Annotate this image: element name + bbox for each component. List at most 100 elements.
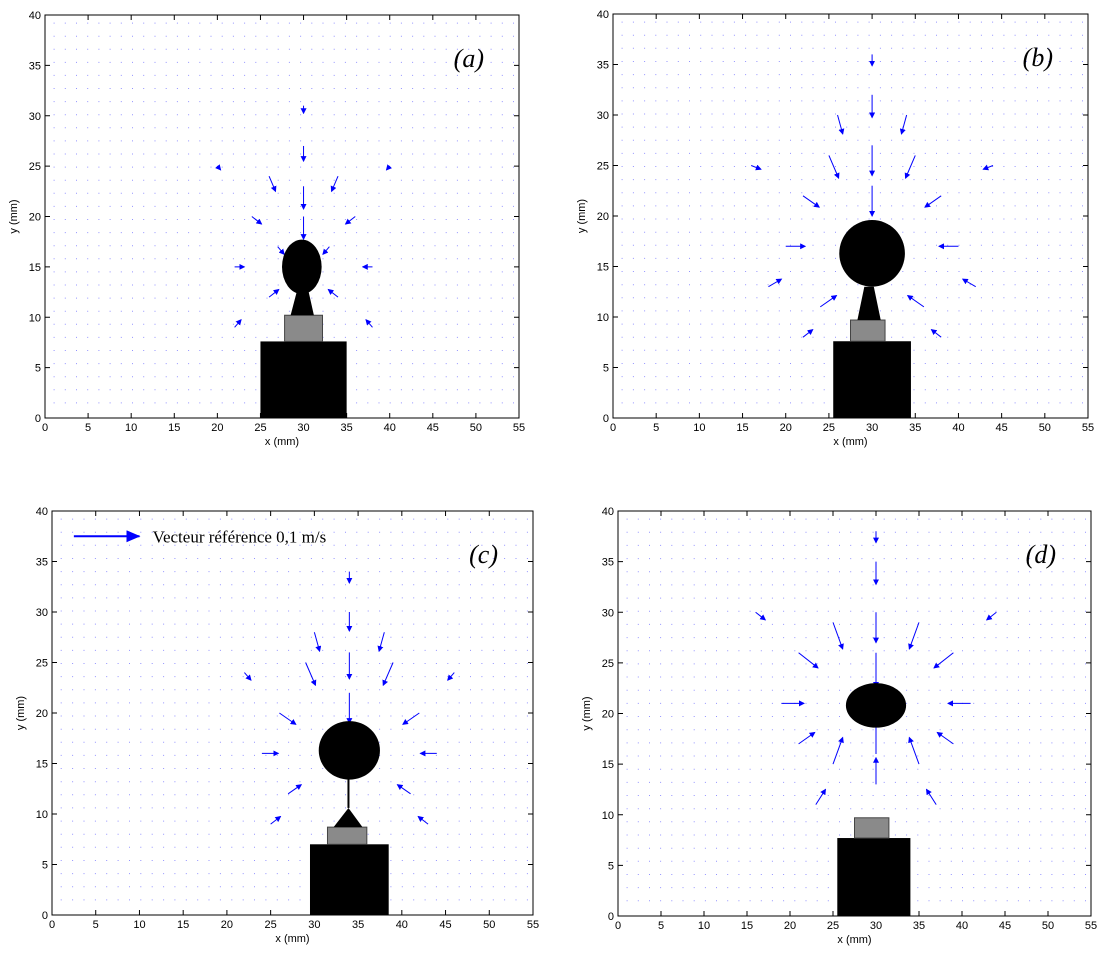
vector xyxy=(908,622,920,650)
x-tick-label: 40 xyxy=(956,920,968,932)
y-tick-label: 5 xyxy=(603,363,609,375)
y-axis-label: y (mm) xyxy=(581,696,593,730)
x-tick-label: 15 xyxy=(177,919,189,931)
x-tick-label: 45 xyxy=(999,920,1011,932)
electrode-block xyxy=(309,844,389,915)
vector xyxy=(270,815,282,825)
vector xyxy=(251,216,263,225)
y-tick-label: 40 xyxy=(29,10,41,22)
panel-label: (a) xyxy=(454,44,484,73)
y-tick-label: 5 xyxy=(608,860,614,872)
x-tick-label: 30 xyxy=(308,919,320,931)
y-tick-label: 25 xyxy=(597,161,609,173)
x-tick-label: 0 xyxy=(610,422,616,434)
x-tick-label: 45 xyxy=(427,422,439,434)
x-tick-label: 35 xyxy=(913,920,925,932)
x-tick-label: 15 xyxy=(736,422,748,434)
vector xyxy=(215,164,222,171)
vector xyxy=(755,611,767,621)
electrode-stem xyxy=(854,817,890,839)
vector xyxy=(417,815,429,825)
drop xyxy=(318,721,380,780)
vector xyxy=(832,736,844,765)
vector xyxy=(244,672,252,681)
y-tick-label: 40 xyxy=(597,9,609,21)
y-tick-label: 20 xyxy=(29,212,41,224)
x-tick-label: 25 xyxy=(254,422,266,434)
x-axis-label: x (mm) xyxy=(275,933,309,945)
vector xyxy=(287,784,303,795)
y-tick-label: 10 xyxy=(597,312,609,324)
vector xyxy=(447,672,455,681)
y-tick-label: 5 xyxy=(42,860,48,872)
y-tick-label: 20 xyxy=(602,709,614,721)
drop xyxy=(845,683,907,728)
y-tick-label: 25 xyxy=(36,658,48,670)
vector xyxy=(899,114,908,135)
vector xyxy=(832,622,844,650)
vector xyxy=(925,788,937,805)
electrode-block xyxy=(260,341,347,418)
lattice xyxy=(626,518,1086,902)
vector xyxy=(277,246,285,256)
y-tick-label: 10 xyxy=(29,312,41,324)
x-tick-label: 35 xyxy=(909,422,921,434)
vector xyxy=(961,278,976,288)
vector xyxy=(382,662,394,687)
panel-label: (b) xyxy=(1023,43,1053,72)
x-tick-label: 0 xyxy=(42,422,48,434)
x-axis-label: x (mm) xyxy=(837,934,871,946)
x-tick-label: 40 xyxy=(396,919,408,931)
vector xyxy=(798,652,819,669)
drop xyxy=(282,239,322,295)
x-tick-label: 5 xyxy=(658,920,664,932)
x-tick-label: 15 xyxy=(741,920,753,932)
x-tick-label: 35 xyxy=(352,919,364,931)
x-tick-label: 40 xyxy=(384,422,396,434)
electrode-block xyxy=(837,838,911,916)
vector xyxy=(924,195,942,208)
x-tick-label: 20 xyxy=(780,422,792,434)
electrode-stem xyxy=(326,826,368,845)
vector xyxy=(828,155,840,180)
y-tick-label: 15 xyxy=(29,262,41,274)
electrode-block xyxy=(833,341,911,418)
drop-neck xyxy=(333,807,363,828)
x-tick-label: 15 xyxy=(168,422,180,434)
vector xyxy=(313,632,322,653)
x-tick-label: 20 xyxy=(221,919,233,931)
x-tick-label: 20 xyxy=(211,422,223,434)
y-tick-label: 20 xyxy=(597,211,609,223)
drop-neck xyxy=(290,292,314,316)
y-axis-label: y (mm) xyxy=(576,199,588,233)
x-tick-label: 55 xyxy=(1085,920,1097,932)
y-tick-label: 30 xyxy=(36,607,48,619)
x-tick-label: 45 xyxy=(996,422,1008,434)
vector xyxy=(327,288,339,298)
x-tick-label: 5 xyxy=(85,422,91,434)
vector xyxy=(985,611,997,621)
electrode-stem xyxy=(850,319,886,342)
x-tick-label: 5 xyxy=(93,919,99,931)
y-tick-label: 10 xyxy=(36,809,48,821)
x-axis-label: x (mm) xyxy=(265,436,299,448)
y-tick-label: 5 xyxy=(35,363,41,375)
vector xyxy=(982,164,994,171)
annotation: Vecteur référence 0,1 m/s xyxy=(153,527,327,546)
vector xyxy=(322,246,330,256)
x-tick-label: 25 xyxy=(265,919,277,931)
y-tick-label: 15 xyxy=(602,759,614,771)
vector xyxy=(815,788,827,805)
y-tick-label: 25 xyxy=(602,658,614,670)
vector xyxy=(344,216,356,225)
drop-neck xyxy=(857,286,881,321)
panel-label: (d) xyxy=(1026,540,1056,569)
x-tick-label: 5 xyxy=(653,422,659,434)
y-tick-label: 0 xyxy=(42,910,48,922)
vector xyxy=(908,736,920,765)
x-tick-label: 55 xyxy=(513,422,525,434)
x-tick-label: 10 xyxy=(693,422,705,434)
x-tick-label: 50 xyxy=(470,422,482,434)
x-tick-label: 0 xyxy=(615,920,621,932)
